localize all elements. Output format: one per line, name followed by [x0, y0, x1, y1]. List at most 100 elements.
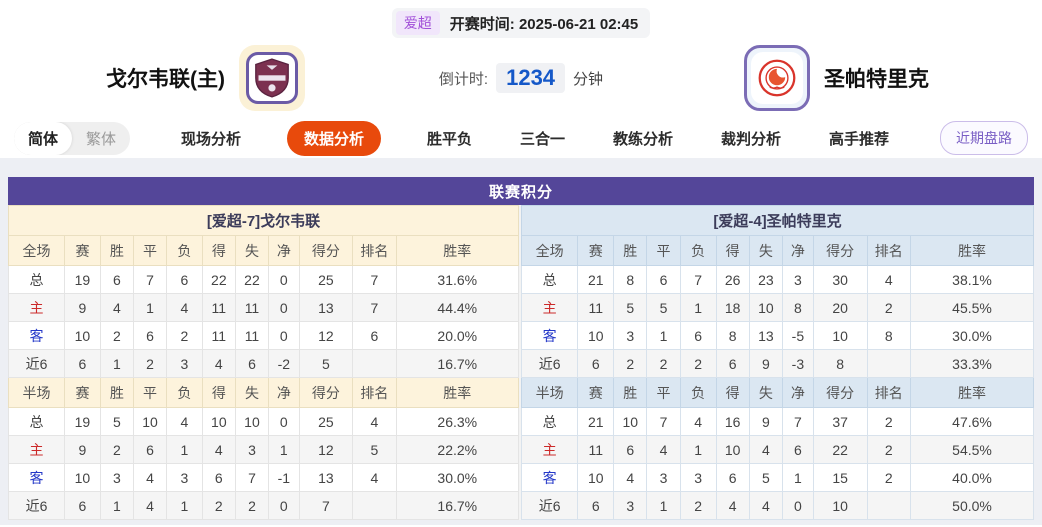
table-cell: 1 [646, 321, 681, 350]
table-cell: 4 [679, 407, 717, 436]
tab-three-in-one[interactable]: 三合一 [520, 130, 566, 148]
row-label: 客 [520, 321, 579, 350]
column-header: 平 [646, 377, 681, 408]
table-cell: 11 [234, 293, 270, 322]
column-header: 净 [268, 377, 300, 408]
table-row: 半场赛胜平负得失净得分 排名 胜率 [7, 377, 520, 408]
row-label: 主 [520, 435, 579, 464]
table-cell: 1 [646, 491, 681, 520]
table-cell: 1 [99, 491, 134, 520]
row-label: 主 [7, 435, 66, 464]
table-cell: 21 [577, 265, 615, 294]
table-row: 总 19 6 7 6 22 22 0 25 7 31.6% [7, 265, 520, 294]
table-cell: 13 [298, 293, 354, 322]
language-toggle: 简体 繁体 [14, 121, 131, 155]
table-cell: 45.5% [910, 293, 1034, 322]
table-cell: 6 [577, 491, 615, 520]
kickoff-pill: 爱超 开赛时间: 2025-06-21 02:45 [391, 8, 651, 38]
table-cell: 33.3% [910, 349, 1034, 378]
table-cell: 20.0% [395, 321, 520, 350]
table-cell: 25 [298, 407, 354, 436]
table-cell: 7 [352, 293, 397, 322]
column-header: 负 [679, 377, 717, 408]
table-cell: 6 [166, 265, 203, 294]
table-cell: 6 [99, 265, 134, 294]
table-row: 总 19 5 10 4 10 10 0 25 4 26.3% [7, 407, 520, 436]
table-row: 客 10 4 3 3 6 5 1 15 2 40.0% [520, 463, 1034, 492]
table-cell: 6 [132, 321, 168, 350]
row-label: 近6 [7, 349, 66, 378]
team-subheader: [爱超-7]戈尔韦联 [8, 205, 519, 236]
table-cell: 9 [64, 435, 101, 464]
tab-expert-picks[interactable]: 高手推荐 [829, 130, 890, 148]
column-header: 得 [715, 235, 750, 266]
column-header: 胜 [613, 377, 648, 408]
table-cell: 30.0% [395, 463, 520, 492]
column-header: 失 [748, 377, 784, 408]
home-crest-icon [246, 52, 298, 104]
home-team-block: 戈尔韦联(主) [0, 45, 411, 111]
table-row: 主 9 2 6 1 4 3 1 12 5 22.2% [7, 435, 520, 464]
table-row: 主 11 5 5 1 18 10 8 20 2 45.5% [520, 293, 1034, 322]
column-header: 得 [201, 235, 236, 266]
table-cell: 7 [234, 463, 270, 492]
table-cell: 4 [132, 491, 168, 520]
column-header: 净 [782, 377, 814, 408]
column-header: 负 [166, 235, 203, 266]
table-cell [866, 491, 912, 520]
row-label: 总 [520, 265, 579, 294]
table-cell: 15 [812, 463, 868, 492]
table-cell: 13 [748, 321, 784, 350]
table-row: 总 21 8 6 7 26 23 3 30 4 38.1% [520, 265, 1034, 294]
column-header: 胜 [99, 235, 134, 266]
tab-win-draw-loss[interactable]: 胜平负 [426, 130, 472, 148]
table-cell: 1 [99, 349, 134, 378]
table-cell: 6 [234, 349, 270, 378]
column-header: 净 [268, 235, 300, 266]
table-cell: 8 [866, 321, 912, 350]
table-cell: 8 [812, 349, 868, 378]
table-row: 全场赛胜平负得失净得分 排名 胜率 [7, 235, 520, 266]
column-header: 得分 [812, 377, 868, 408]
table-cell: 1 [268, 435, 300, 464]
row-label: 客 [7, 321, 66, 350]
table-cell: 3 [613, 491, 648, 520]
column-header: 胜率 [395, 377, 520, 408]
table-row: 客 10 3 4 3 6 7 -1 13 4 30.0% [7, 463, 520, 492]
table-cell: 7 [132, 265, 168, 294]
table-cell: 2 [613, 349, 648, 378]
table-cell [866, 349, 912, 378]
lang-traditional-button[interactable]: 繁体 [86, 130, 117, 148]
table-cell: 4 [866, 265, 912, 294]
table-cell: 5 [99, 407, 134, 436]
home-team-name: 戈尔韦联(主) [106, 68, 225, 91]
table-cell: 25 [298, 265, 354, 294]
table-cell: 21 [577, 407, 615, 436]
lang-simplified-button[interactable]: 简体 [14, 121, 73, 155]
tab-data-analysis[interactable]: 数据分析 [286, 120, 381, 156]
column-header: 得分 [298, 377, 354, 408]
tab-coach-analysis[interactable]: 教练分析 [613, 130, 674, 148]
table-cell: 6 [64, 491, 101, 520]
tab-referee-analysis[interactable]: 裁判分析 [721, 130, 782, 148]
countdown: 倒计时: 1234 分钟 [411, 63, 631, 93]
row-label: 近6 [7, 491, 66, 520]
table-cell: 30 [812, 265, 868, 294]
table-cell: 9 [748, 407, 784, 436]
table-row: 近6 6 1 2 3 4 6 -2 5 16.7% [7, 349, 520, 378]
table-cell: 1 [166, 435, 203, 464]
table-cell: -2 [268, 349, 300, 378]
table-cell: 7 [298, 491, 354, 520]
table-cell: 4 [201, 349, 236, 378]
recent-trend-button[interactable]: 近期盘路 [940, 121, 1028, 155]
table-cell: 6 [782, 435, 814, 464]
table-cell: 8 [715, 321, 750, 350]
table-cell: 2 [866, 293, 912, 322]
column-header: 全场 [7, 235, 66, 266]
table-cell: 10 [715, 435, 750, 464]
column-header: 失 [748, 235, 784, 266]
table-cell: 6 [646, 265, 681, 294]
table-row: 主 9 4 1 4 11 11 0 13 7 44.4% [7, 293, 520, 322]
tab-live-analysis[interactable]: 现场分析 [180, 130, 241, 148]
column-header: 半场 [7, 377, 66, 408]
